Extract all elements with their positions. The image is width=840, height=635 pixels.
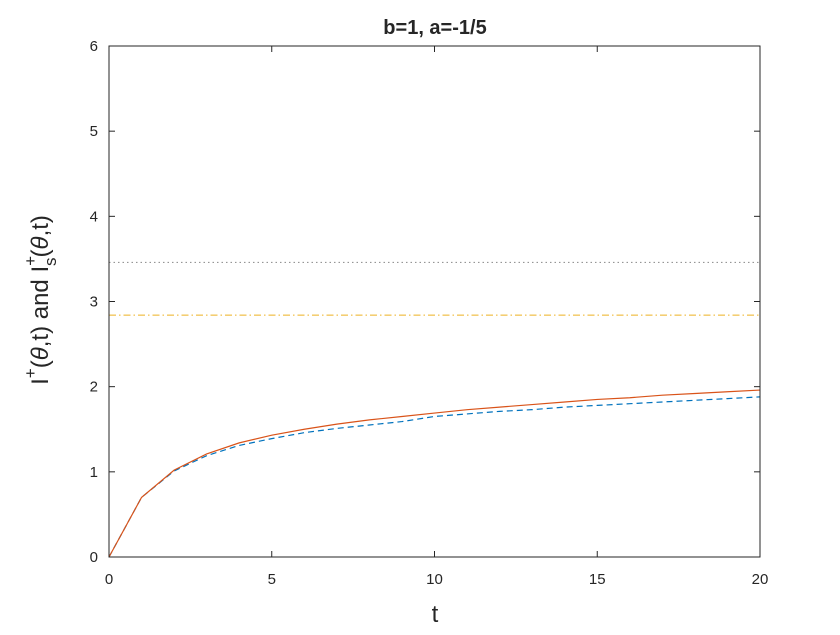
y-tick-label: 5 [90,123,98,140]
x-tick-label: 0 [105,571,113,588]
y-label-part: ,t) [27,215,54,236]
y-label-part: + [21,256,40,266]
series-line [108,389,761,558]
chart-title: b=1, a=-1/5 [383,17,486,39]
y-tick-label: 6 [90,38,98,55]
y-tick-label: 0 [90,549,98,566]
plot-frame [108,45,761,558]
y-tick-label: 4 [90,208,98,225]
y-axis-label: I+(θ,t) and I+s(θ,t) [21,215,60,385]
y-label-part: s [41,257,60,266]
y-label-part: ,t) and I [27,266,54,347]
y-tick-label: 2 [90,379,98,396]
y-label-part: θ [27,347,54,360]
y-label-part: θ [27,236,54,249]
y-tick-label: 3 [90,294,98,311]
x-axis-label: t [432,601,439,628]
x-tick-label: 15 [589,571,606,588]
x-tick-label: 10 [426,571,443,588]
y-label-part: ( [27,249,54,257]
y-label-part: + [21,368,40,378]
y-label-part: I [27,378,54,385]
x-tick-label: 5 [268,571,276,588]
x-tick-label: 20 [752,571,769,588]
y-tick-label: 1 [90,464,98,481]
y-label-part: ( [27,360,54,368]
series-line [108,396,761,558]
